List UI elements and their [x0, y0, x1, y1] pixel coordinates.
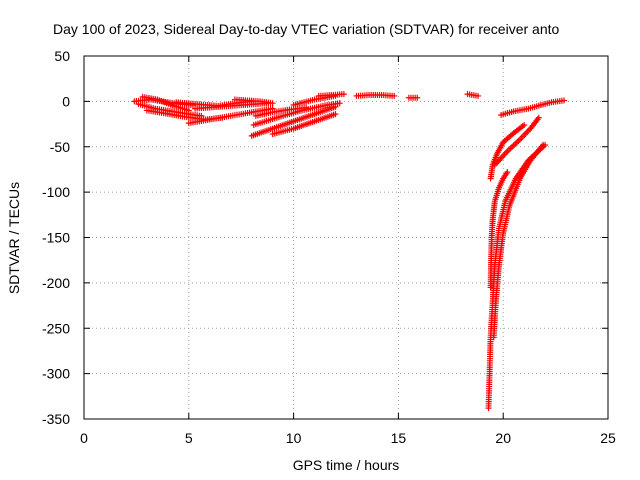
data-series: [487, 121, 528, 182]
data-point-marker: [475, 92, 482, 99]
x-tick-label: 20: [495, 430, 511, 446]
data-series: [269, 111, 339, 138]
data-points: [131, 91, 567, 412]
data-series: [498, 97, 567, 118]
axis-ticks: [83, 55, 609, 420]
chart-title: Day 100 of 2023, Sidereal Day-to-day VTE…: [53, 21, 560, 37]
data-point-marker: [504, 169, 511, 176]
tick-labels: 0 5 10 15 20 25 -350 -300 -250 -200 -150 -100 -50 0 50: [42, 48, 616, 446]
data-point-marker: [391, 92, 398, 99]
data-point-marker: [303, 104, 310, 111]
data-point-marker: [269, 100, 276, 107]
y-tick-label: -300: [42, 366, 70, 382]
data-series: [192, 100, 272, 112]
data-point-marker: [185, 107, 192, 114]
y-tick-label: -50: [50, 139, 70, 155]
y-tick-label: -350: [42, 411, 70, 427]
x-tick-label: 5: [185, 430, 193, 446]
data-series: [231, 96, 276, 107]
data-series: [250, 100, 343, 128]
data-series: [185, 105, 276, 127]
y-tick-label: 0: [62, 93, 70, 109]
data-series: [252, 104, 310, 119]
y-tick-label: -200: [42, 275, 70, 291]
data-series: [139, 93, 192, 114]
data-point-marker: [521, 121, 528, 128]
data-point-marker: [336, 100, 343, 107]
data-series: [490, 141, 547, 341]
y-axis-label: SDTVAR / TECUs: [6, 182, 22, 294]
data-series: [464, 91, 482, 99]
x-axis-label: GPS time / hours: [293, 457, 400, 473]
x-tick-label: 10: [286, 430, 302, 446]
data-point-marker: [414, 94, 421, 101]
y-tick-label: 50: [54, 48, 70, 64]
y-tick-label: -100: [42, 184, 70, 200]
data-point-marker: [340, 91, 347, 98]
data-series: [353, 92, 398, 99]
y-tick-label: -150: [42, 230, 70, 246]
data-point-marker: [332, 111, 339, 118]
x-tick-label: 0: [80, 430, 88, 446]
x-tick-label: 15: [391, 430, 407, 446]
x-tick-label: 25: [600, 430, 616, 446]
data-point-marker: [540, 141, 547, 148]
data-point-marker: [535, 114, 542, 121]
y-tick-label: -250: [42, 320, 70, 336]
data-series: [315, 91, 347, 99]
data-series: [405, 94, 421, 101]
data-series: [491, 114, 542, 168]
data-point-marker: [560, 97, 567, 104]
